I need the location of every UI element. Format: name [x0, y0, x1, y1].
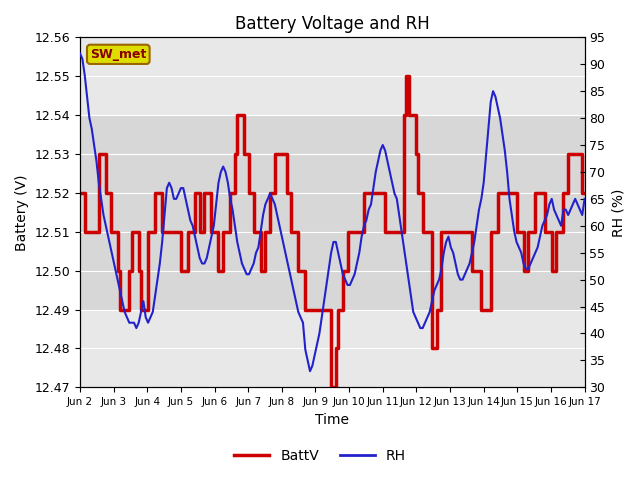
X-axis label: Time: Time — [316, 413, 349, 427]
Y-axis label: Battery (V): Battery (V) — [15, 174, 29, 251]
Bar — [80, 115, 584, 310]
Title: Battery Voltage and RH: Battery Voltage and RH — [235, 15, 429, 33]
Legend: BattV, RH: BattV, RH — [229, 443, 411, 468]
Y-axis label: RH (%): RH (%) — [611, 188, 625, 237]
Text: SW_met: SW_met — [90, 48, 147, 61]
